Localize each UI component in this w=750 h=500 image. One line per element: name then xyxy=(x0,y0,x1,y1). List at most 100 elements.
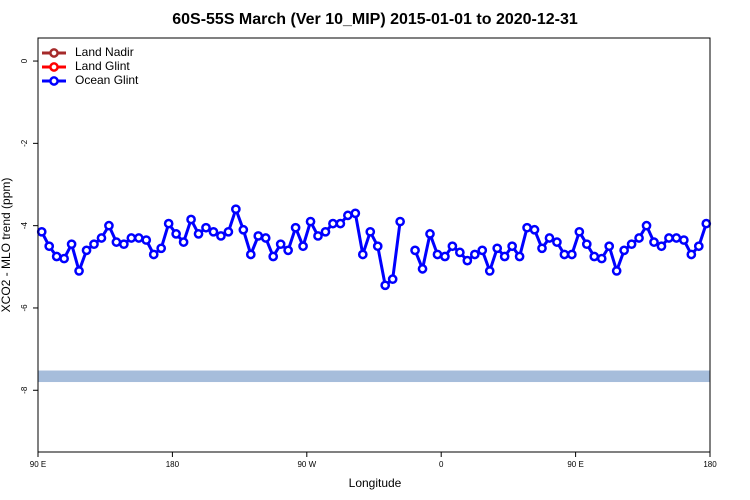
data-point xyxy=(686,249,697,260)
x-axis-label: Longitude xyxy=(349,476,402,490)
data-point xyxy=(283,245,293,256)
legend-marker xyxy=(49,76,59,86)
data-point xyxy=(126,233,137,243)
data-point xyxy=(208,226,219,237)
data-point xyxy=(462,255,473,266)
data-point xyxy=(104,220,114,231)
data-point xyxy=(432,249,443,260)
data-point xyxy=(133,233,144,243)
data-point xyxy=(59,253,69,264)
data-point xyxy=(395,216,405,227)
data-point xyxy=(81,245,92,256)
y-tick-label: 0 xyxy=(20,58,29,63)
data-point xyxy=(178,237,189,247)
data-point xyxy=(313,231,323,241)
data-point xyxy=(544,233,555,243)
data-point xyxy=(328,218,338,229)
data-point xyxy=(290,222,301,233)
data-point xyxy=(44,241,55,252)
data-point xyxy=(305,216,316,227)
data-point xyxy=(649,237,659,247)
data-point xyxy=(455,247,465,258)
data-point xyxy=(626,239,637,250)
data-point xyxy=(357,249,368,260)
data-point xyxy=(619,245,629,256)
x-tick-label: 180 xyxy=(703,460,717,469)
reference-band xyxy=(38,370,710,383)
data-point xyxy=(589,251,600,262)
data-point xyxy=(574,226,585,237)
data-point xyxy=(567,249,577,260)
data-point xyxy=(275,239,286,250)
data-point xyxy=(201,222,211,233)
data-point xyxy=(36,226,47,237)
data-point xyxy=(447,241,458,252)
data-point xyxy=(611,266,622,276)
data-point xyxy=(223,226,234,237)
data-point xyxy=(186,214,196,225)
data-point xyxy=(260,233,271,243)
data-point xyxy=(365,226,376,237)
data-point xyxy=(581,239,592,250)
data-point xyxy=(163,218,174,229)
data-point xyxy=(51,251,62,262)
data-point xyxy=(529,224,540,235)
legend-marker xyxy=(49,48,59,58)
x-tick-label: 90 W xyxy=(297,460,316,469)
data-point xyxy=(634,233,644,243)
data-point xyxy=(559,249,570,260)
data-point xyxy=(253,231,264,241)
data-point xyxy=(440,251,450,262)
legend-marker xyxy=(49,62,59,72)
y-tick-label: -8 xyxy=(20,386,29,394)
data-point xyxy=(119,239,129,250)
data-point xyxy=(552,237,562,247)
data-point xyxy=(96,233,107,243)
data-point xyxy=(477,245,488,256)
data-point xyxy=(537,243,547,254)
data-point xyxy=(693,241,704,252)
data-point xyxy=(141,235,152,245)
y-tick-label: -4 xyxy=(20,222,29,230)
data-point xyxy=(238,224,249,235)
data-point xyxy=(89,239,99,250)
data-point xyxy=(231,204,241,215)
data-point xyxy=(664,233,674,243)
data-point xyxy=(343,210,353,221)
data-point xyxy=(425,229,435,239)
data-point xyxy=(507,241,517,252)
x-tick-label: 0 xyxy=(439,460,444,469)
data-point xyxy=(268,251,279,262)
legend-label: Land Nadir xyxy=(75,45,134,59)
data-point xyxy=(499,251,510,262)
data-point xyxy=(522,222,532,233)
legend-label: Ocean Glint xyxy=(75,73,139,87)
data-point xyxy=(387,274,398,285)
y-tick-label: -6 xyxy=(20,304,29,312)
data-point xyxy=(148,249,159,260)
data-point xyxy=(604,241,615,252)
data-point xyxy=(171,229,181,239)
data-point xyxy=(641,220,652,231)
data-point xyxy=(350,208,361,219)
data-point xyxy=(469,249,480,260)
data-point xyxy=(298,241,308,252)
chart-title: 60S-55S March (Ver 10_MIP) 2015-01-01 to… xyxy=(172,11,578,28)
data-point xyxy=(111,237,122,247)
x-tick-label: 90 E xyxy=(567,460,583,469)
data-point xyxy=(335,218,346,229)
x-tick-label: 180 xyxy=(166,460,180,469)
y-tick-label: -2 xyxy=(20,139,29,147)
data-point xyxy=(417,264,428,274)
data-point xyxy=(679,235,689,245)
plot-frame xyxy=(37,37,711,453)
data-point xyxy=(320,226,331,237)
data-point xyxy=(66,239,77,250)
data-point xyxy=(671,233,682,243)
y-axis-label: XCO2 - MLO trend (ppm) xyxy=(0,178,13,313)
legend-label: Land Glint xyxy=(75,59,130,73)
data-point xyxy=(514,251,525,262)
data-point xyxy=(372,241,383,252)
data-point xyxy=(484,266,495,276)
